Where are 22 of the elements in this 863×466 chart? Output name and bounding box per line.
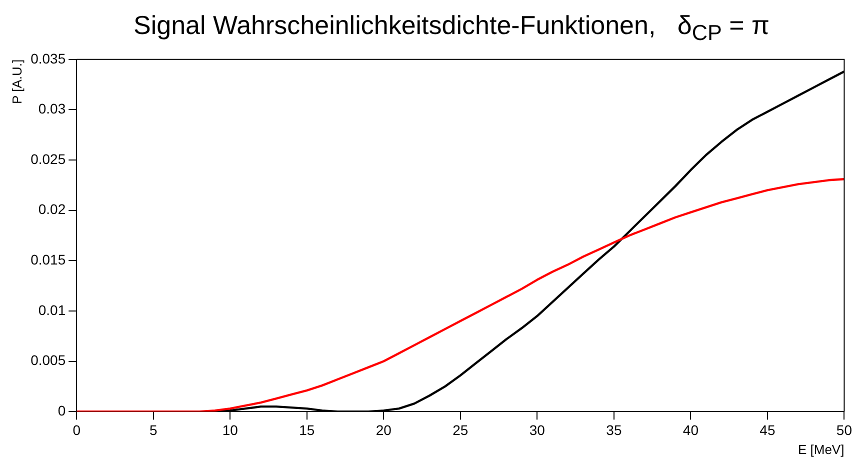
y-tick-label: 0.01 (38, 302, 66, 318)
y-tick-label: 0.02 (38, 201, 66, 218)
y-tick-label: 0.025 (30, 150, 66, 167)
x-axis-title: E [MeV] (798, 442, 844, 457)
x-tick-label: 50 (836, 422, 852, 438)
x-tick-label: 0 (72, 422, 81, 438)
x-tick-label: 10 (222, 422, 238, 438)
x-tick-label: 40 (682, 422, 699, 438)
y-tick-label: 0.015 (30, 252, 66, 268)
x-tick-label: 5 (149, 422, 158, 438)
x-tick-label: 20 (376, 422, 392, 438)
x-tick-label: 30 (529, 422, 546, 438)
x-tick-label: 35 (606, 422, 622, 438)
x-tick-label: 45 (760, 422, 776, 438)
y-tick-label: 0 (58, 402, 66, 418)
y-tick-label: 0.005 (30, 352, 66, 368)
x-tick-label: 25 (452, 422, 468, 438)
y-axis-title: P [A.U.] (9, 59, 24, 104)
chart-title: Signal Wahrscheinlichkeitsdichte-Funktionen, δ$_{CP}$ = π (132, 9, 770, 48)
y-tick-label: 0.03 (38, 100, 66, 117)
y-tick-label: 0.035 (30, 50, 66, 66)
x-tick-label: 15 (299, 422, 315, 438)
